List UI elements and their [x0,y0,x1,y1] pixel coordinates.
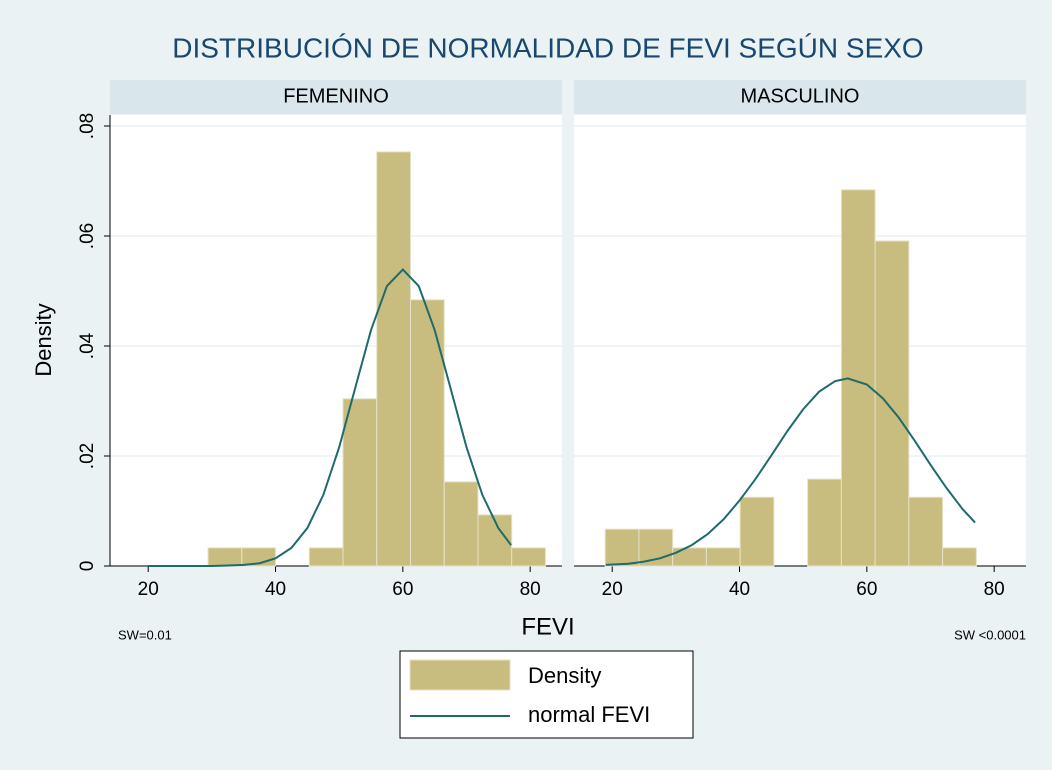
bar [672,547,707,567]
panel-title: FEMENINO [283,85,389,107]
legend-label: normal FEVI [528,702,650,727]
note: SW=0.01 [118,627,172,642]
bar [908,496,944,567]
y-tick-label: .08 [77,113,98,139]
panel-header [574,80,1026,114]
bar [443,481,479,567]
x-tick-label: 40 [729,579,750,600]
y-tick-label: .04 [77,332,98,359]
bar [511,547,546,567]
bar [376,151,411,567]
legend-label: Density [528,663,601,688]
normal-curve [605,377,976,566]
bar [705,547,741,567]
bar [308,547,344,567]
chart-title: DISTRIBUCIÓN DE NORMALIDAD DE FEVI SEGÚN… [172,32,923,63]
note: SW <0.0001 [954,627,1026,642]
bar [477,514,513,567]
x-tick-label: 20 [602,579,623,600]
y-axis-label: Density [31,303,56,376]
plot-area [110,115,562,566]
bar [409,299,445,567]
bar [342,398,378,567]
bar [207,547,243,567]
y-tick-label: 0 [77,561,98,572]
bar [942,547,977,567]
bar [604,528,640,567]
x-tick-label: 60 [392,579,413,600]
bar [807,478,842,567]
normal-curve [148,268,512,567]
y-tick-label: .02 [77,443,98,469]
panel-header [110,80,562,114]
panel-title: MASCULINO [741,85,860,107]
y-tick-label: .06 [77,223,98,249]
x-tick-label: 40 [265,579,286,600]
x-axis-label: FEVI [521,613,574,640]
x-tick-label: 20 [138,579,159,600]
legend-swatch [409,659,511,691]
bar [739,496,775,567]
x-tick-label: 80 [984,579,1005,600]
x-tick-label: 60 [856,579,877,600]
plot-area [574,115,1026,566]
bar [638,528,674,567]
x-tick-label: 80 [520,579,541,600]
bar [874,240,910,567]
